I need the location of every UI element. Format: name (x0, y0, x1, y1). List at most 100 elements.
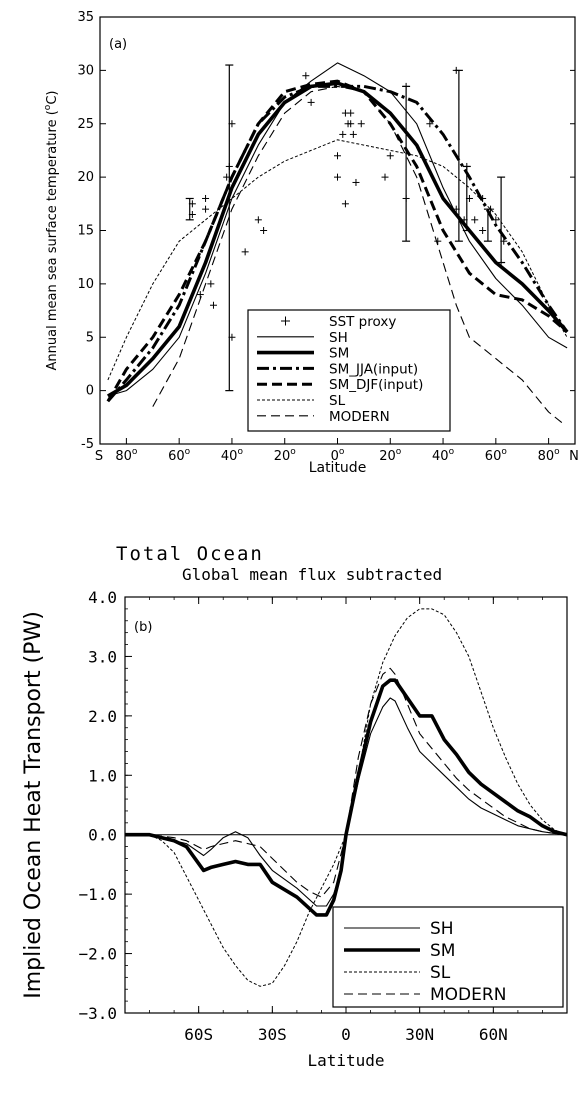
y-tick-label-a: 20 (77, 170, 94, 185)
legend-item-b: MODERN (344, 985, 506, 1005)
y-tick-label-b: 3.0 (88, 647, 117, 666)
sst-proxy-point (381, 173, 389, 181)
series-line-modern (125, 667, 568, 898)
y-tick-label-a: 0 (86, 384, 94, 399)
y-tick-label-a: 35 (77, 10, 94, 25)
x-tick-label-b: 60N (479, 1025, 508, 1044)
legend-label: MODERN (430, 985, 506, 1005)
legend-item-a: SM_JJA(input) (257, 361, 418, 377)
y-tick-label-b: −2.0 (78, 945, 117, 964)
x-tick-label-a: 60o (485, 447, 508, 464)
legend-box-b (332, 906, 564, 1008)
degree-sign: o (554, 447, 560, 457)
sst-proxy-point (349, 130, 357, 138)
sst-proxy-point (188, 200, 196, 208)
sst-proxy-point (241, 248, 249, 256)
degree-sign: o (449, 447, 455, 457)
series-line-sh (125, 697, 568, 907)
series-line-sl (125, 608, 568, 987)
legend-label: MODERN (329, 409, 390, 425)
sst-proxy-point (357, 120, 365, 128)
x-tick-label-a: 40o (221, 447, 244, 464)
y-tick-label-a: 30 (77, 63, 94, 78)
sst-proxy-point (341, 200, 349, 208)
series-line-sm (125, 678, 568, 917)
y-tick-label-a: 25 (77, 117, 94, 132)
sst-proxy-point (402, 194, 410, 202)
sst-proxy-point (188, 210, 196, 218)
sst-proxy-point (497, 259, 505, 267)
legend-item-a: MODERN (257, 409, 390, 425)
degree-sign: o (237, 447, 243, 457)
y-tick-label-b: 4.0 (88, 588, 117, 607)
y-tick-label-b: 0.0 (88, 826, 117, 845)
sst-proxy-point (460, 216, 468, 224)
sst-proxy-point (260, 227, 268, 234)
y-tick-label-b: −3.0 (78, 1004, 117, 1023)
legend-item-a: SH (257, 330, 348, 346)
sst-proxy-point (402, 82, 410, 90)
legend-item-a: SM (257, 346, 349, 362)
sst-proxy-point (426, 120, 434, 128)
series-line-sm-djf-input- (106, 79, 569, 403)
sst-proxy-point (228, 333, 236, 341)
degree-sign: o (501, 447, 507, 457)
y-axis-unit-a: C) (45, 91, 60, 105)
series-line-modern (152, 85, 563, 424)
chart-subtitle-b: Global mean flux subtracted (182, 565, 442, 584)
x-tick-label-a: 20o (274, 447, 297, 464)
sst-proxy-point (334, 152, 341, 160)
series-line-sl (107, 139, 568, 381)
series-line-sh (107, 62, 568, 397)
sst-proxy-point (207, 280, 215, 288)
sst-proxy-point (347, 120, 355, 128)
x-axis-label-a: Latitude (309, 460, 367, 476)
sst-proxy-point (202, 194, 210, 202)
x-tick-label-a: 80o (538, 447, 561, 464)
degree-sign: o (185, 447, 191, 457)
sst-proxy-point (471, 216, 479, 224)
sst-proxy-point (487, 205, 495, 213)
series-line-sm-jja-input- (106, 84, 569, 403)
legend-item-b: SM (344, 941, 455, 961)
panel-label-a: (a) (109, 37, 127, 52)
sst-proxy-point (209, 301, 217, 309)
x-tick-label-a: 20o (379, 447, 402, 464)
sst-proxy-point (386, 152, 394, 160)
legend-label: SST proxy (329, 314, 396, 330)
sst-proxy-point (202, 205, 210, 213)
panel-label-b: (b) (134, 620, 152, 635)
legend-item-b: SH (344, 919, 454, 939)
sst-proxy-point (479, 227, 487, 234)
legend-item-b: SL (344, 963, 451, 983)
sst-proxy-point (434, 237, 442, 245)
x-tick-label-b: 0 (341, 1025, 351, 1044)
degree-sign: o (396, 447, 402, 457)
legend-label: SM_JJA(input) (329, 361, 418, 377)
degree-sign: o (290, 447, 296, 457)
sst-proxy-point (500, 237, 508, 245)
y-axis-label-b: Implied Ocean Heat Transport (PW) (21, 611, 46, 999)
y-axis-label-a: Annual mean sea surface temperature (oC) (43, 91, 60, 371)
sst-proxy-point (452, 66, 460, 74)
y-tick-label-b: −1.0 (78, 885, 117, 904)
sst-proxy-point (228, 120, 236, 128)
series-line-sm (106, 81, 569, 398)
y-tick-label-a: -5 (81, 437, 94, 452)
sst-proxy-point (347, 109, 355, 117)
legend-box-a (247, 309, 451, 432)
legend-item-a: SL (257, 393, 346, 409)
x-edge-label-a-south: S (95, 449, 103, 464)
legend-item-a: SM_DJF(input) (257, 377, 423, 393)
degree-sign: o (339, 447, 345, 457)
sst-proxy-point (307, 98, 315, 106)
y-tick-label-a: 10 (77, 277, 94, 292)
sst-proxy-point (225, 162, 233, 170)
legend-label: SL (329, 393, 346, 409)
degree-sign: o (132, 447, 138, 457)
sst-proxy-point (352, 178, 360, 186)
y-tick-label-a: 15 (77, 224, 94, 239)
legend-item-a: SST proxy (281, 314, 396, 330)
